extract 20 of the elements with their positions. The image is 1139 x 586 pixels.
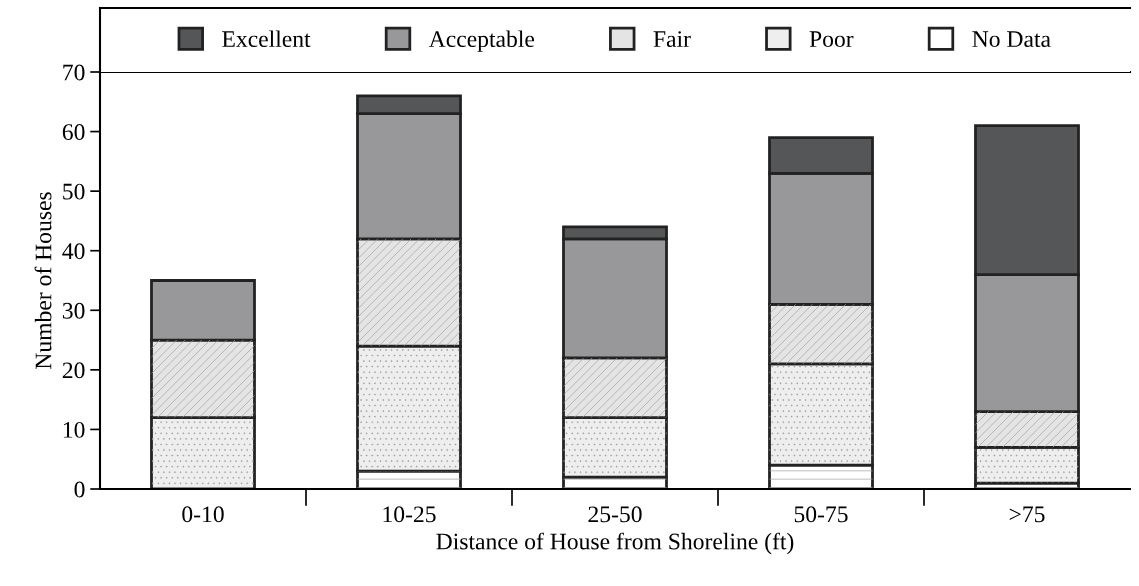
- y-tick-label: 20: [62, 362, 85, 379]
- x-tick-label: 25-50: [588, 506, 642, 523]
- x-tick-label: 10-25: [383, 506, 436, 523]
- y-tick-label: 0: [74, 481, 85, 498]
- x-tick-label: >75: [1009, 506, 1045, 523]
- x-tick-label: 50-75: [794, 506, 848, 523]
- y-axis-title: Number of Houses: [34, 192, 52, 369]
- y-tick-label: 60: [62, 124, 85, 140]
- y-tick-label: 40: [62, 243, 85, 260]
- y-tick-label: 70: [63, 64, 85, 81]
- x-tick-label: 0-10: [182, 506, 224, 523]
- legend-label: Acceptable: [428, 30, 535, 52]
- x-axis-title: Distance of House from Shoreline (ft): [436, 532, 794, 555]
- legend-label: Poor: [809, 31, 854, 48]
- legend-label: No Data: [972, 31, 1051, 48]
- y-tick-label: 50: [63, 183, 85, 200]
- y-tick-label: 10: [63, 421, 85, 438]
- legend-label: Excellent: [222, 30, 311, 48]
- y-tick-label: 30: [62, 302, 85, 319]
- legend-label: Fair: [653, 31, 691, 48]
